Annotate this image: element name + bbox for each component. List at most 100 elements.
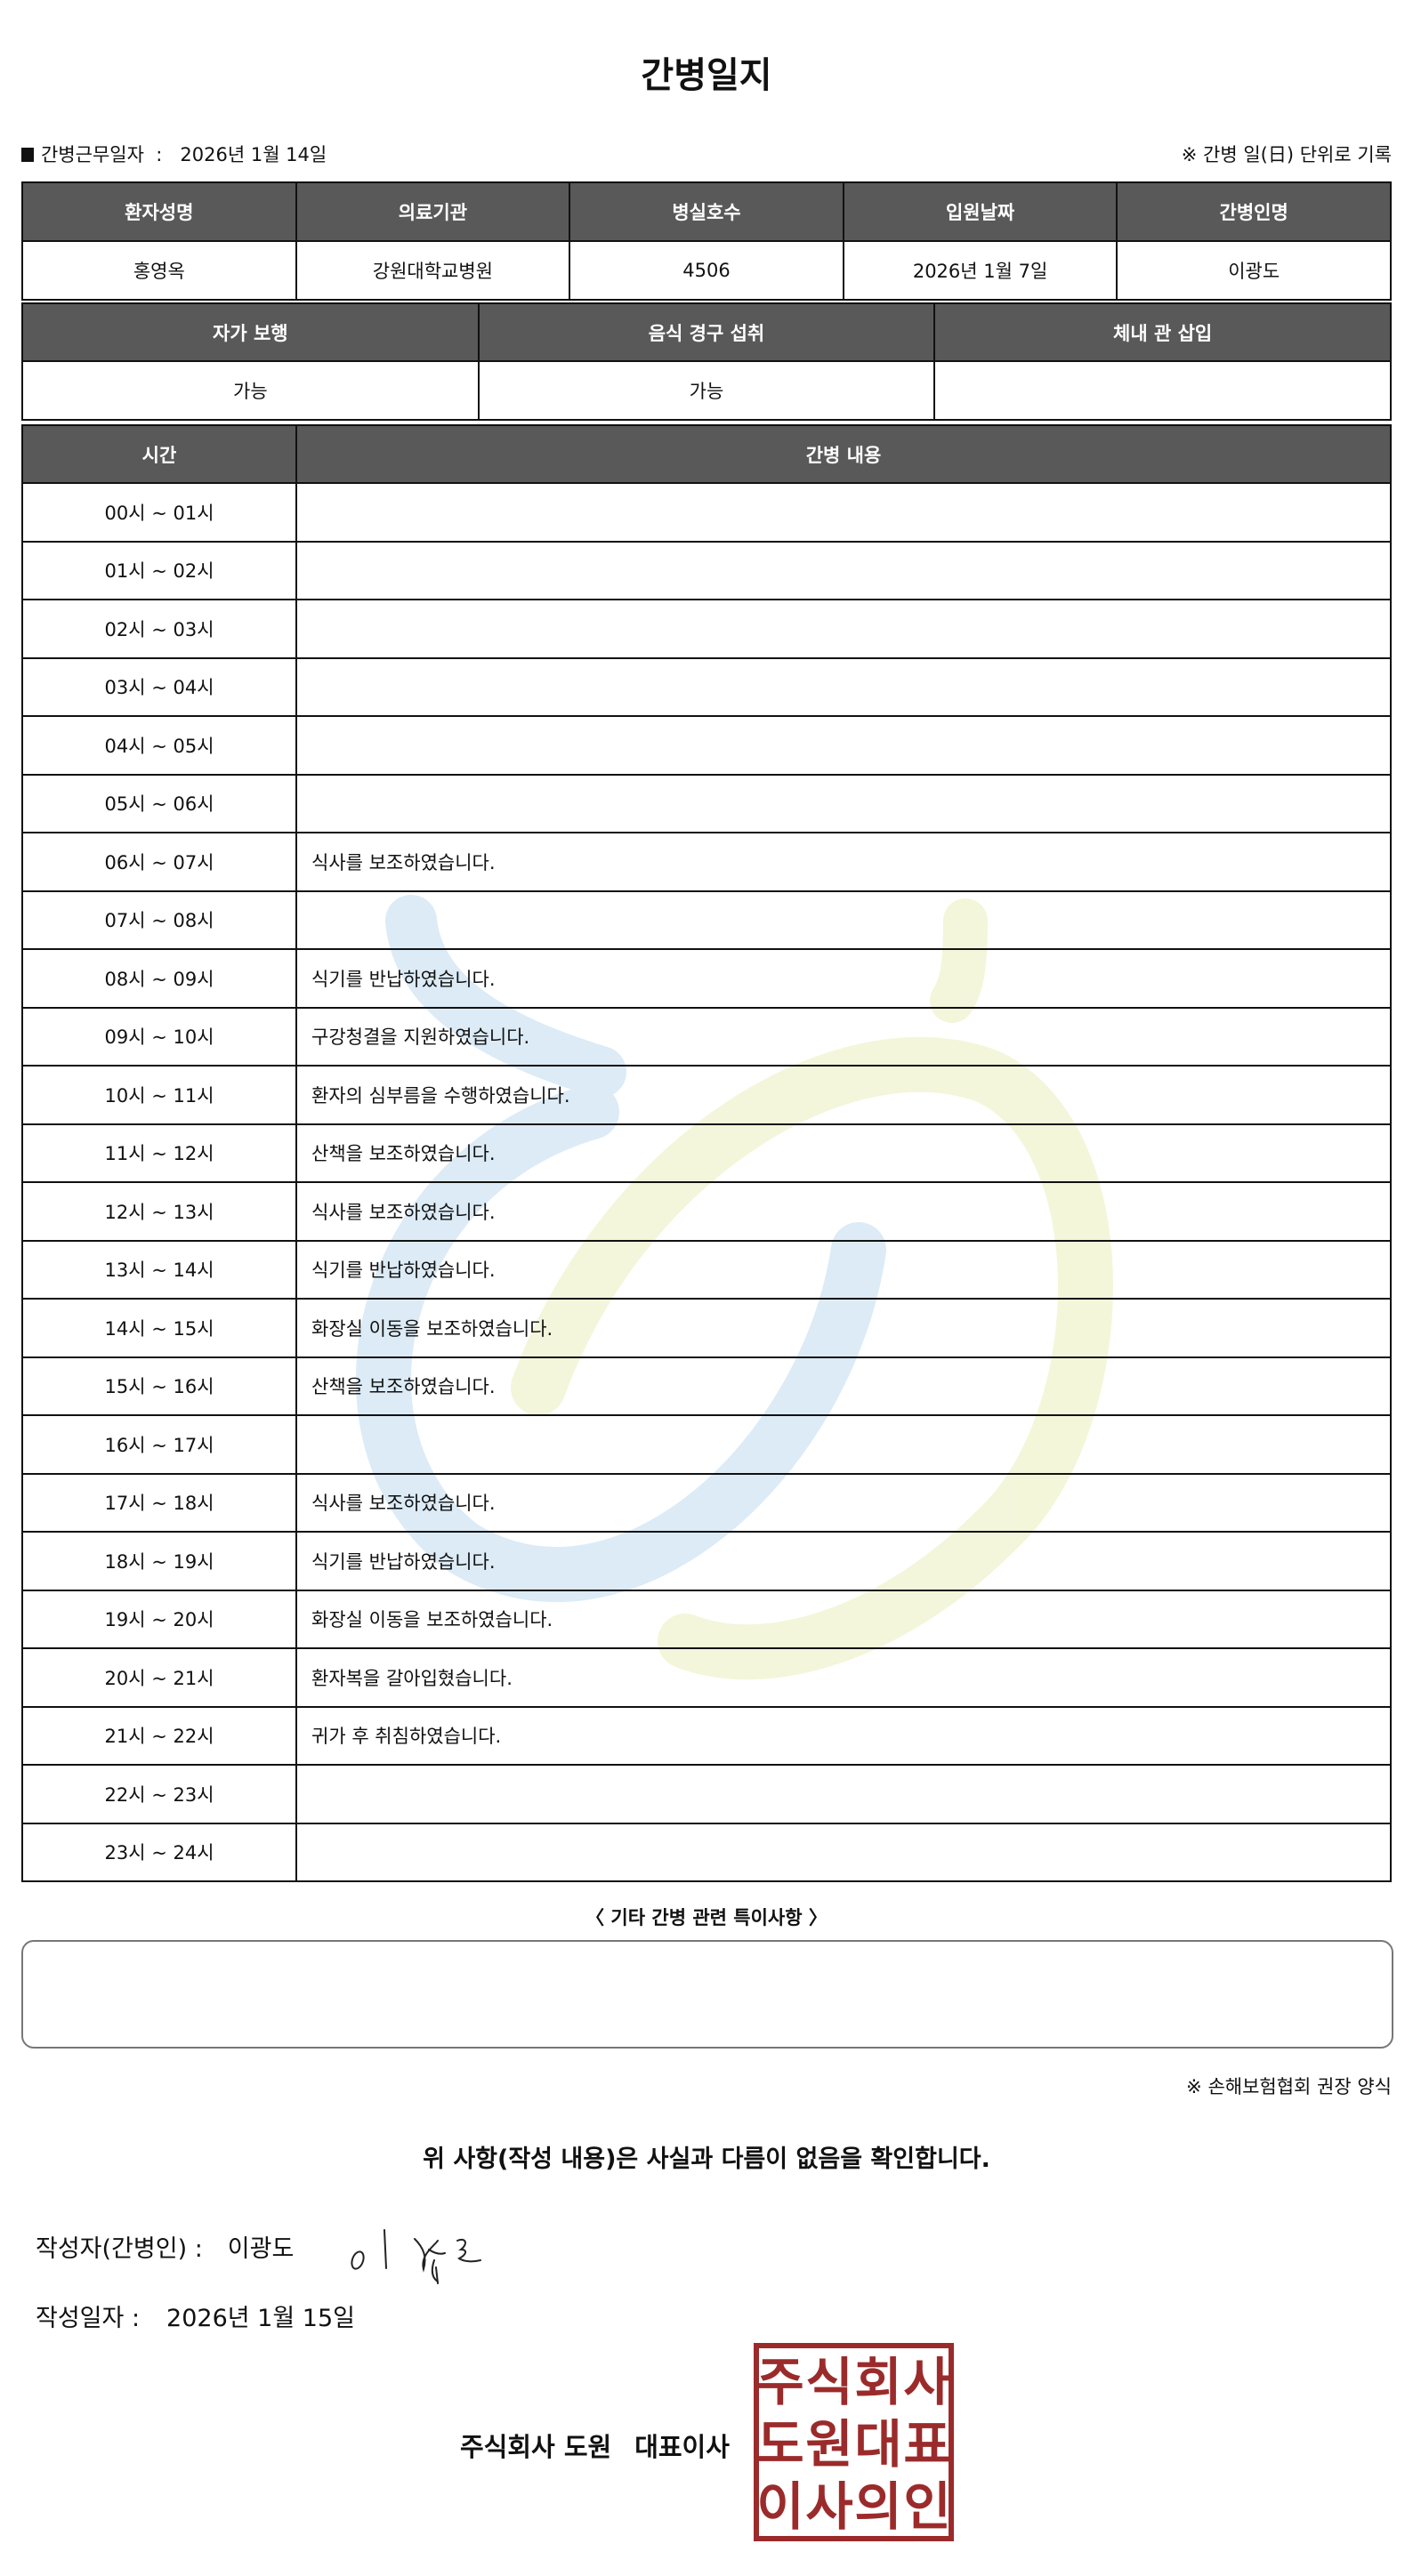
stamp-glyph: 원 [805,2414,852,2475]
header-time: 시간 [21,424,297,484]
written-date-value: 2026년 1월 15일 [166,2305,355,2332]
care-content-cell: 식기를 반납하였습니다. [295,1531,1392,1591]
time-cell: 14시 ~ 15시 [21,1298,297,1358]
time-cell: 19시 ~ 20시 [21,1589,297,1649]
table-row: 18시 ~ 19시 식기를 반납하였습니다. [21,1531,1392,1591]
stamp-glyph: 이 [756,2476,803,2537]
table-row: 13시 ~ 14시 식기를 반납하였습니다. [21,1239,1392,1300]
tube-value [933,360,1392,421]
table-row: 01시 ~ 02시 [21,540,1392,600]
table-row: 20시 ~ 21시 환자복을 갈아입혔습니다. [21,1647,1392,1708]
time-cell: 10시 ~ 11시 [21,1065,297,1125]
stamp-glyph: 인 [903,2476,950,2537]
time-cell: 20시 ~ 21시 [21,1647,297,1708]
square-bullet-icon [21,148,34,162]
care-content-cell: 식기를 반납하였습니다. [295,1239,1392,1300]
care-content-cell: 식사를 보조하였습니다. [295,1472,1392,1533]
ceo-title: 대표이사 [634,2432,730,2462]
time-cell: 03시 ~ 04시 [21,656,297,717]
care-content-cell [295,890,1392,950]
time-cell: 04시 ~ 05시 [21,715,297,776]
company-seal-stamp: 주 식 회 사도 원 대 표이 사 의 인 [754,2343,954,2541]
company-signature-line: 주식회사 도원 대표이사 [460,2427,730,2464]
care-content-cell [295,656,1392,717]
care-content-cell: 화장실 이동을 보조하였습니다. [295,1298,1392,1358]
time-cell: 21시 ~ 22시 [21,1705,297,1766]
patient-name: 홍영옥 [21,240,297,301]
table-row: 03시 ~ 04시 [21,656,1392,717]
time-cell: 18시 ~ 19시 [21,1531,297,1591]
stamp-glyph: 대 [854,2414,901,2475]
care-content-cell [295,482,1392,543]
care-content-cell: 식사를 보조하였습니다. [295,1181,1392,1242]
table-row: 10시 ~ 11시 환자의 심부름을 수행하였습니다. [21,1065,1392,1125]
table-row: 15시 ~ 16시 산책을 보조하였습니다. [21,1356,1392,1416]
notes-label: 〈 기타 간병 관련 특이사항 〉 [585,1907,828,1928]
care-content-cell: 화장실 이동을 보조하였습니다. [295,1589,1392,1649]
time-cell: 08시 ~ 09시 [21,948,297,1009]
care-log-table: 시간 간병 내용 00시 ~ 01시 01시 ~ 02시 02시 ~ 03시 03시 … [21,424,1392,1882]
time-cell: 12시 ~ 13시 [21,1181,297,1242]
care-content-cell: 환자의 심부름을 수행하였습니다. [295,1065,1392,1125]
written-date-label: 작성일자 : [36,2305,141,2332]
time-cell: 22시 ~ 23시 [21,1764,297,1824]
header-patient-name: 환자성명 [21,181,297,242]
room-number: 4506 [569,240,844,301]
time-cell: 01시 ~ 02시 [21,540,297,600]
patient-status-table: 자가 보행 음식 경구 섭취 체내 관 삽입 가능 가능 [21,302,1392,421]
care-content-cell: 산책을 보조하였습니다. [295,1123,1392,1183]
table-row: 05시 ~ 06시 [21,773,1392,833]
work-date-value: 2026년 1월 14일 [180,144,327,165]
page-title: 간병일지 [641,55,772,96]
table-row: 21시 ~ 22시 귀가 후 취침하였습니다. [21,1705,1392,1766]
care-content-cell [295,773,1392,833]
time-cell: 05시 ~ 06시 [21,773,297,833]
care-content-cell [295,540,1392,600]
table-row: 14시 ~ 15시 화장실 이동을 보조하였습니다. [21,1298,1392,1358]
time-cell: 02시 ~ 03시 [21,599,297,659]
writer-name: 이광도 [227,2235,295,2263]
table-row: 02시 ~ 03시 [21,599,1392,659]
table-row: 08시 ~ 09시 식기를 반납하였습니다. [21,948,1392,1009]
table-row: 07시 ~ 08시 [21,890,1392,950]
care-content-cell [295,599,1392,659]
header-room: 병실호수 [569,181,844,242]
table-row: 12시 ~ 13시 식사를 보조하였습니다. [21,1181,1392,1242]
writer-label: 작성자(간병인) : [36,2235,203,2263]
stamp-glyph: 도 [756,2414,803,2475]
writer-line: 작성자(간병인) : 이광도 [36,2229,294,2264]
stamp-glyph: 사 [903,2352,950,2412]
caregiver-name: 이광도 [1116,240,1392,301]
stamp-glyph: 의 [854,2476,901,2537]
care-content-cell: 식기를 반납하였습니다. [295,948,1392,1009]
table-row: 22시 ~ 23시 [21,1764,1392,1824]
time-cell: 13시 ~ 14시 [21,1239,297,1300]
form-source-note: ※ 손해보험협회 권장 양식 [1186,2076,1392,2097]
table-row: 09시 ~ 10시 구강청결을 지원하였습니다. [21,1006,1392,1067]
care-content-cell [295,715,1392,776]
table-row: 06시 ~ 07시 식사를 보조하였습니다. [21,832,1392,892]
work-date-line: 간병근무일자 : 2026년 1월 14일 [21,141,327,167]
care-content-cell: 귀가 후 취침하였습니다. [295,1705,1392,1766]
time-cell: 00시 ~ 01시 [21,482,297,543]
time-cell: 07시 ~ 08시 [21,890,297,950]
time-cell: 11시 ~ 12시 [21,1123,297,1183]
care-content-cell [295,1414,1392,1475]
company-name: 주식회사 도원 [460,2432,612,2462]
care-content-cell [295,1822,1392,1882]
work-date-label: 간병근무일자 [41,144,144,165]
care-content-cell: 환자복을 갈아입혔습니다. [295,1647,1392,1708]
record-unit-note: ※ 간병 일(日) 단위로 기록 [1181,144,1392,165]
table-row: 04시 ~ 05시 [21,715,1392,776]
stamp-glyph: 식 [805,2352,852,2412]
confirmation-statement: 위 사항(작성 내용)은 사실과 다름이 없음을 확인합니다. [423,2145,990,2173]
institution: 강원대학교병원 [295,240,571,301]
header-walking: 자가 보행 [21,302,480,362]
header-tube: 체내 관 삽입 [933,302,1392,362]
table-row: 00시 ~ 01시 [21,482,1392,543]
time-cell: 16시 ~ 17시 [21,1414,297,1475]
table-row: 17시 ~ 18시 식사를 보조하였습니다. [21,1472,1392,1533]
time-cell: 09시 ~ 10시 [21,1006,297,1067]
table-row: 11시 ~ 12시 산책을 보조하였습니다. [21,1123,1392,1183]
oral-intake-value: 가능 [477,360,936,421]
